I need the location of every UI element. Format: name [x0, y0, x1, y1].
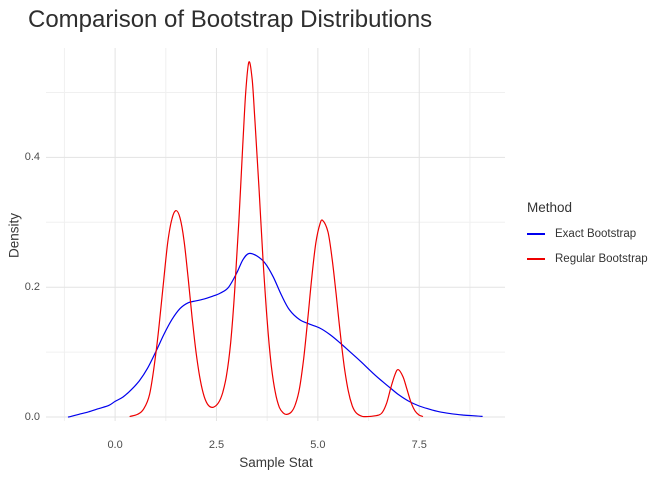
legend-title: Method — [527, 200, 573, 215]
chart-title: Comparison of Bootstrap Distributions — [28, 6, 433, 33]
y-tick-label: 0.2 — [24, 281, 40, 294]
legend: Method Exact Bootstrap Regular Bootstrap — [527, 200, 667, 278]
x-axis-title: Sample Stat — [239, 455, 313, 470]
legend-item-exact-bootstrap: Exact Bootstrap — [527, 228, 667, 240]
legend-label: Regular Bootstrap — [555, 253, 648, 265]
y-tick-label: 0.4 — [24, 151, 40, 164]
x-tick-label: 7.5 — [411, 439, 427, 451]
legend-label: Exact Bootstrap — [555, 228, 637, 240]
legend-item-regular-bootstrap: Regular Bootstrap — [527, 253, 667, 265]
x-tick-label: 0.0 — [107, 439, 123, 451]
y-tick-label: 0.0 — [24, 411, 40, 423]
series-line-regular-bootstrap — [129, 61, 424, 418]
y-axis-title: Density — [6, 213, 22, 259]
regular-bootstrap-line-swatch — [527, 258, 545, 260]
x-tick-label: 5.0 — [310, 439, 326, 451]
x-tick-label: 2.5 — [208, 439, 225, 451]
series-line-exact-bootstrap — [67, 252, 483, 418]
exact-bootstrap-line-swatch — [527, 233, 545, 235]
